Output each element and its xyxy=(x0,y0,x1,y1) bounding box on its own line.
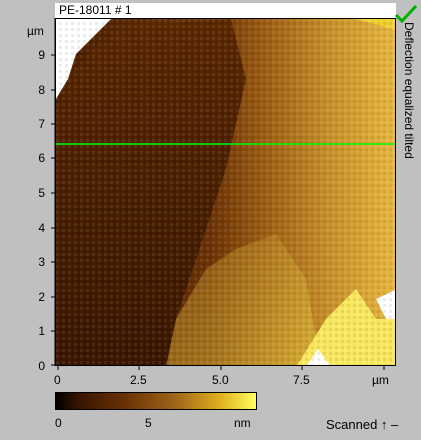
scan-direction-label: Scanned ↑ – xyxy=(326,417,399,432)
x-tick: 5.0 xyxy=(212,373,229,387)
y-tick: 8 xyxy=(38,83,45,97)
x-tick: 0 xyxy=(54,373,61,387)
y-tick: 9 xyxy=(38,48,45,62)
colorbar-min-label: 0 xyxy=(55,416,62,430)
color-scale-bar xyxy=(55,392,257,410)
afm-image-canvas xyxy=(56,19,395,365)
x-tick: 2.5 xyxy=(130,373,147,387)
x-tick: 7.5 xyxy=(293,373,310,387)
y-tick: 2 xyxy=(38,290,45,304)
y-tick: 7 xyxy=(38,117,45,131)
y-tick: 5 xyxy=(38,186,45,200)
y-axis-ticks xyxy=(51,18,56,366)
y-tick: 6 xyxy=(38,151,45,165)
check-icon xyxy=(394,4,418,24)
x-axis-unit: µm xyxy=(372,373,389,387)
colorbar-mid-label: 5 xyxy=(145,416,152,430)
afm-image[interactable] xyxy=(55,18,396,366)
mode-label: Deflection equalized tilted xyxy=(402,22,416,159)
y-tick: 1 xyxy=(38,324,45,338)
x-axis-ticks xyxy=(55,365,396,370)
y-tick: 4 xyxy=(38,221,45,235)
image-title: PE-18011 # 1 xyxy=(55,3,396,18)
y-tick: 3 xyxy=(38,255,45,269)
y-tick: 0 xyxy=(38,359,45,373)
colorbar-unit: nm xyxy=(234,416,251,430)
y-axis-unit: µm xyxy=(27,24,44,38)
